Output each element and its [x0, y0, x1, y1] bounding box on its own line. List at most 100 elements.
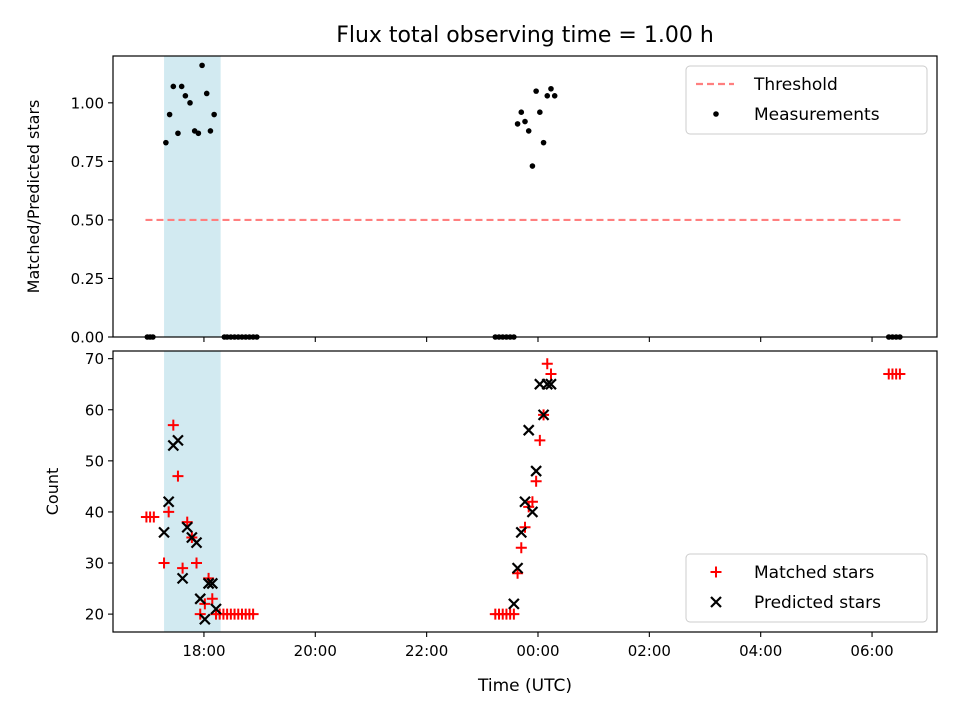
y-tick-label: 60 — [85, 401, 104, 419]
predicted-star-point — [210, 603, 222, 615]
matched-star-point — [534, 434, 546, 446]
matched-star-point — [167, 419, 179, 431]
matched-star-point — [894, 368, 906, 380]
predicted-star-point — [190, 536, 203, 549]
matched-star-point — [206, 593, 218, 605]
x-tick-label: 06:00 — [850, 642, 893, 660]
measurement-point — [175, 130, 181, 137]
measurement-point — [533, 88, 539, 94]
legend-box — [685, 65, 928, 135]
predicted-star-point — [181, 521, 194, 534]
predicted-star-point — [176, 572, 189, 585]
measurement-point — [518, 109, 525, 115]
predicted-star-point — [162, 495, 175, 508]
panel-1: 18:00 20:00 22:00 00:00 02:00 04:00 06:00 20 30 4… — [43, 350, 938, 660]
predicted-star-point — [172, 434, 184, 447]
matched-star-point — [177, 562, 189, 574]
predicted-star-point — [537, 409, 550, 421]
measurement-point — [199, 62, 205, 69]
predicted-star-point — [519, 495, 531, 508]
matched-star-point — [163, 506, 175, 518]
predicted-star-point — [530, 465, 542, 477]
matched-star-point — [515, 542, 527, 554]
measurement-point — [182, 93, 189, 99]
legend-marker — [710, 566, 722, 578]
panels-layer: 0.00 0.25 0.50 0.75 1.00 Matched/Predicted st… — [24, 55, 938, 660]
predicted-star-point — [202, 577, 215, 590]
measurement-point — [195, 130, 202, 137]
predicted-star-point — [526, 506, 539, 518]
matched-star-point — [508, 608, 520, 620]
y-tick-label: 0.75 — [71, 153, 104, 171]
measurement-point — [211, 111, 217, 118]
measurement-point — [544, 93, 551, 99]
measurement-point — [537, 109, 543, 115]
y-tick-label: 70 — [85, 350, 104, 368]
y-tick-label: 0.50 — [71, 211, 104, 229]
y-tick-label: 50 — [85, 452, 104, 470]
y-axis-label: Count — [43, 468, 62, 516]
x-tick-label: 18:00 — [182, 642, 225, 660]
x-tick-label: 02:00 — [628, 642, 671, 660]
predicted-star-point — [194, 593, 207, 605]
y-tick-label: 0.25 — [71, 270, 104, 288]
x-tick-label: 20:00 — [294, 642, 337, 660]
predicted-star-point — [541, 378, 554, 390]
measurement-point — [548, 85, 554, 92]
matched-star-point — [172, 470, 184, 482]
matched-star-point — [541, 358, 553, 370]
predicted-star-point — [545, 378, 557, 390]
y-tick-label: 40 — [85, 503, 104, 521]
matched-star-point — [158, 557, 170, 569]
measurement-point — [207, 128, 214, 134]
predicted-star-point — [199, 613, 211, 626]
predicted-star-point — [158, 526, 170, 539]
measurement-point — [522, 118, 528, 125]
predicted-star-point — [515, 526, 528, 539]
y-tick-label: 20 — [85, 606, 104, 624]
measurement-point — [170, 83, 177, 90]
legend-marker — [713, 111, 719, 117]
legend: Matched stars Predicted stars — [685, 553, 928, 623]
chart-title: Flux total observing time = 1.00 h — [336, 23, 714, 48]
legend-box — [685, 553, 928, 623]
measurement-point — [551, 93, 558, 99]
x-axis-label: Time (UTC) — [477, 676, 572, 696]
measurement-point — [163, 139, 169, 146]
legend-label: Measurements — [754, 105, 880, 125]
measurement-point — [514, 121, 521, 127]
y-tick-label: 30 — [85, 555, 104, 573]
legend-label: Predicted stars — [754, 593, 881, 613]
legend-marker — [710, 596, 722, 608]
measurement-point — [187, 100, 193, 106]
matched-star-point — [247, 608, 259, 620]
y-tick-label: 1.00 — [71, 94, 104, 112]
predicted-star-point — [522, 424, 535, 436]
measurement-point — [540, 139, 547, 146]
matched-star-point — [545, 368, 557, 380]
predicted-star-point — [508, 598, 520, 610]
shaded-region — [164, 56, 221, 337]
legend: Threshold Measurements — [685, 65, 928, 135]
shaded-region — [164, 351, 221, 632]
predicted-star-point — [206, 577, 219, 590]
panel-0: 0.00 0.25 0.50 0.75 1.00 Matched/Predicted st… — [24, 55, 938, 347]
predicted-star-point — [511, 562, 524, 574]
x-tick-label: 00:00 — [516, 642, 559, 660]
matched-star-point — [526, 496, 538, 508]
legend-label: Matched stars — [754, 563, 874, 583]
matched-star-point — [148, 511, 160, 523]
measurement-point — [166, 111, 173, 118]
matched-star-point — [191, 557, 203, 569]
measurement-point — [203, 90, 210, 97]
measurement-point — [178, 83, 185, 90]
measurement-point — [525, 128, 532, 134]
y-axis-label: Matched/Predicted stars — [24, 100, 43, 294]
legend-label: Threshold — [753, 75, 838, 95]
measurement-point — [529, 163, 536, 169]
panel-frame — [112, 350, 938, 633]
x-tick-label: 04:00 — [739, 642, 782, 660]
y-tick-label: 0.00 — [71, 329, 104, 347]
matched-star-point — [530, 475, 542, 487]
